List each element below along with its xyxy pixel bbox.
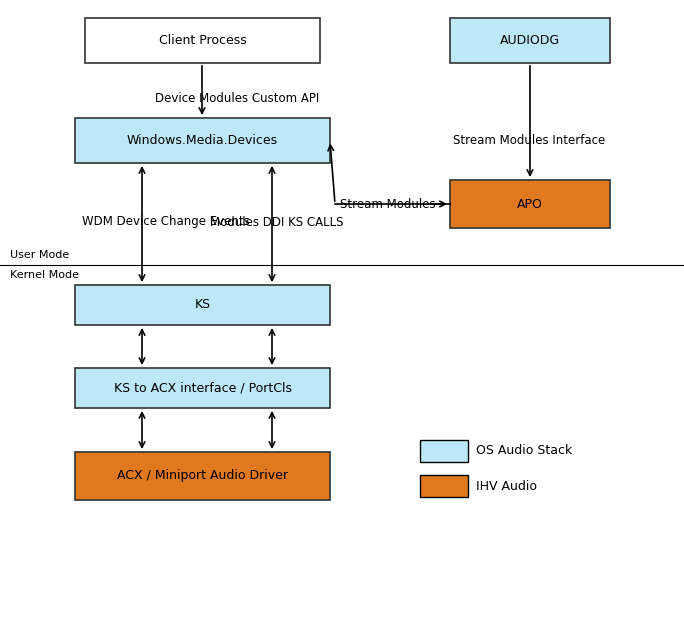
FancyBboxPatch shape [75, 118, 330, 163]
Text: Kernel Mode: Kernel Mode [10, 270, 79, 280]
Text: User Mode: User Mode [10, 250, 69, 260]
FancyBboxPatch shape [75, 285, 330, 325]
Text: IHV Audio: IHV Audio [476, 479, 537, 492]
Text: KS to ACX interface / PortCls: KS to ACX interface / PortCls [114, 381, 291, 394]
Text: Windows.Media.Devices: Windows.Media.Devices [127, 134, 278, 147]
Text: OS Audio Stack: OS Audio Stack [476, 445, 573, 458]
FancyBboxPatch shape [75, 452, 330, 500]
Text: Modules DDI KS CALLS: Modules DDI KS CALLS [210, 215, 343, 229]
FancyBboxPatch shape [450, 180, 610, 228]
Text: AUDIODG: AUDIODG [500, 34, 560, 47]
Text: WDM Device Change Events: WDM Device Change Events [82, 215, 250, 229]
Text: ACX / Miniport Audio Driver: ACX / Miniport Audio Driver [117, 469, 288, 483]
Text: Device Modules Custom API: Device Modules Custom API [155, 91, 319, 104]
FancyBboxPatch shape [420, 475, 468, 497]
FancyBboxPatch shape [75, 368, 330, 408]
Text: Stream Modules Interface: Stream Modules Interface [453, 134, 605, 147]
Text: Client Process: Client Process [159, 34, 246, 47]
FancyBboxPatch shape [450, 18, 610, 63]
Text: KS: KS [194, 299, 211, 312]
Text: Stream Modules: Stream Modules [340, 197, 436, 211]
FancyBboxPatch shape [85, 18, 320, 63]
FancyBboxPatch shape [420, 440, 468, 462]
Text: APO: APO [517, 197, 543, 211]
